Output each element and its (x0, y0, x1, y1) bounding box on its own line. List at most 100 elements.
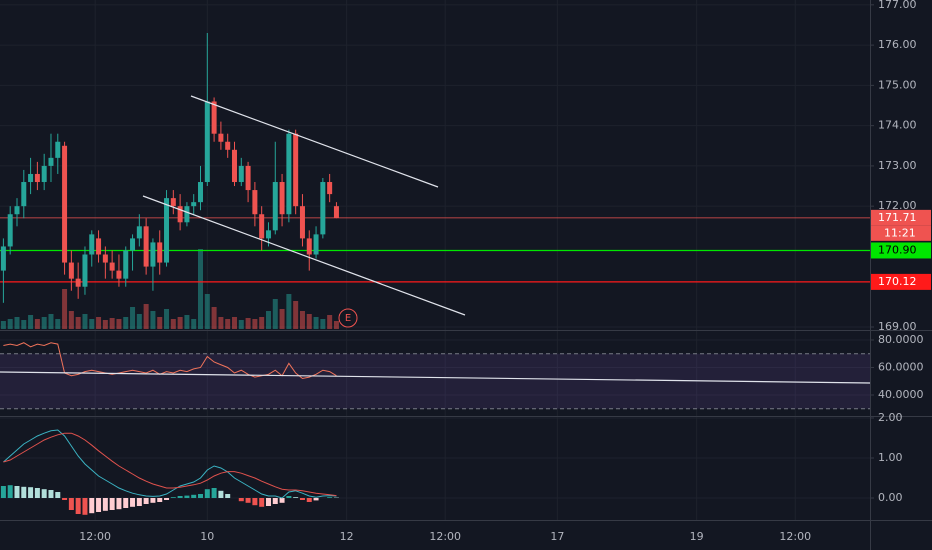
y-tick-label: 175.00 (878, 78, 917, 91)
y-tick-label: 60.0000 (878, 360, 924, 373)
y-tick-label: 1.00 (878, 451, 903, 464)
histogram-bar (252, 498, 258, 506)
candle-body (218, 133, 224, 142)
candle-body (89, 234, 95, 255)
volume-bar (252, 319, 258, 329)
candle-body (75, 278, 81, 287)
volume-bar (143, 304, 149, 329)
histogram-bar (143, 498, 149, 504)
volume-bar (48, 314, 54, 329)
candle-body (157, 242, 163, 263)
y-tick-label: 177.00 (878, 0, 917, 11)
histogram-bar (41, 489, 47, 498)
histogram-bar (150, 498, 156, 503)
volume-bar (123, 317, 129, 329)
histogram-bar (109, 498, 115, 510)
candle-body (21, 182, 27, 207)
candle-body (14, 206, 20, 215)
y-tick-label: 80.0000 (878, 333, 924, 346)
volume-bar (14, 317, 20, 329)
histogram-bar (225, 494, 231, 498)
histogram-bar (293, 497, 299, 498)
volume-bar (286, 294, 292, 329)
volume-bar (7, 319, 13, 329)
volume-bar (272, 299, 278, 329)
candle-body (225, 141, 231, 150)
volume-bar (259, 317, 265, 329)
x-tick-label: 10 (200, 530, 214, 543)
volume-bar (225, 319, 231, 329)
histogram-bar (123, 498, 129, 508)
histogram-bar (14, 486, 20, 498)
volume-bar (306, 314, 312, 329)
x-tick-label: 19 (690, 530, 704, 543)
volume-bar (21, 320, 27, 329)
histogram-bar (48, 490, 54, 498)
volume-bar (184, 315, 190, 329)
candle-body (82, 254, 88, 287)
candle-body (238, 165, 244, 183)
candle-body (143, 226, 149, 267)
volume-bar (0, 321, 6, 329)
volume-bar (333, 321, 339, 329)
candle-body (164, 198, 170, 263)
volume-bar (211, 307, 217, 329)
histogram-bar (177, 496, 183, 498)
volume-bar (102, 320, 108, 329)
volume-bar (204, 294, 210, 329)
volume-bar (164, 309, 170, 329)
volume-bar (198, 249, 204, 329)
histogram-bar (306, 498, 312, 502)
candle-body (7, 214, 13, 247)
histogram-bar (191, 494, 197, 498)
candle-body (136, 226, 142, 239)
grid (0, 0, 870, 520)
y-tick-label: 169.00 (878, 320, 917, 333)
volume-bar (245, 318, 251, 329)
trend-line[interactable] (190, 95, 439, 188)
y-tick-label: 2.00 (878, 411, 903, 424)
candle-body (286, 133, 292, 215)
histogram-bar (327, 497, 333, 498)
histogram-bar (286, 496, 292, 498)
marks (0, 33, 870, 515)
y-tick-label: 40.0000 (878, 388, 924, 401)
candle-body (252, 190, 258, 215)
candle-body (299, 206, 305, 239)
price-badge-label: 170.12 (878, 275, 917, 288)
price-badge (871, 209, 931, 226)
candle-body (55, 141, 61, 158)
candle-body (62, 145, 68, 263)
histogram-bar (82, 498, 88, 515)
volume-bar (136, 314, 142, 329)
volume-bar (89, 319, 95, 329)
earnings-marker[interactable] (338, 308, 358, 328)
candle-body (245, 165, 251, 191)
candle-body (184, 206, 190, 223)
histogram-bar (7, 485, 13, 498)
histogram-bar (272, 498, 278, 504)
x-tick-label: 17 (550, 530, 564, 543)
price-badge (871, 242, 931, 259)
trend-line[interactable] (0, 371, 871, 384)
histogram-bar (313, 498, 319, 501)
candle-body (293, 133, 299, 207)
histogram-bar (157, 498, 163, 502)
trend-line[interactable] (142, 195, 466, 316)
candle-body (34, 173, 40, 183)
candle-body (130, 238, 136, 251)
volume-bar (157, 317, 163, 329)
candle-body (170, 198, 176, 207)
histogram-bar (136, 498, 142, 506)
candle-body (313, 234, 319, 255)
y-tick-label: 172.00 (878, 199, 917, 212)
volume-bar (116, 319, 122, 329)
price-badge (871, 273, 931, 290)
candle-body (0, 246, 6, 271)
countdown-badge (871, 225, 931, 241)
macd-line (3, 432, 337, 497)
histogram-bar (55, 492, 61, 498)
x-tick-label: 12:00 (79, 530, 111, 543)
